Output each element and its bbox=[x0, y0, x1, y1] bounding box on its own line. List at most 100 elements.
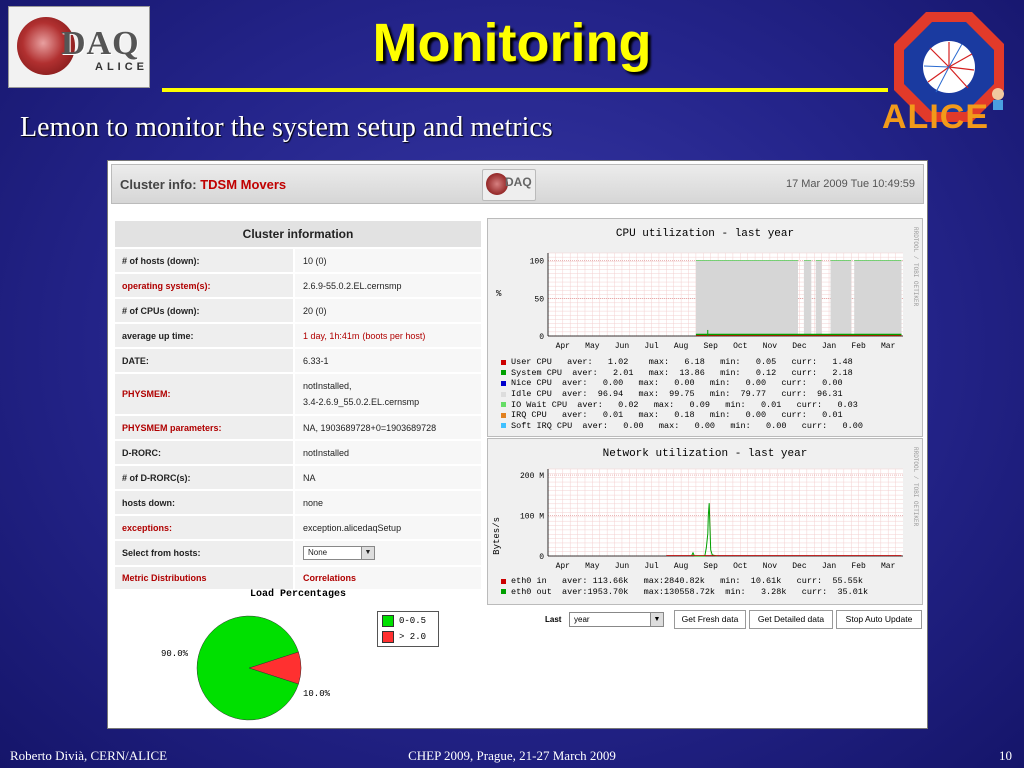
legend-item: System CPU aver: 2.01 max: 13.86 min: 0.… bbox=[501, 368, 863, 379]
x-tick-label: Jan bbox=[822, 562, 837, 571]
row-value: 6.33-1 bbox=[295, 349, 481, 372]
table-row: hosts down: none bbox=[115, 491, 481, 516]
mini-logo-ring bbox=[486, 173, 508, 195]
row-key-link[interactable]: operating system(s): bbox=[115, 274, 293, 297]
legend-item: > 2.0 bbox=[382, 630, 434, 644]
cpu-legend: User CPU aver: 1.02 max: 6.18 min: 0.05 … bbox=[501, 357, 863, 431]
metric-distributions-link[interactable]: Metric Distributions bbox=[115, 567, 293, 589]
x-tick-label: Sep bbox=[704, 562, 719, 571]
x-tick-label: Nov bbox=[763, 562, 778, 571]
alice-logo-text: ALICE bbox=[882, 98, 989, 136]
get-detailed-data-button[interactable]: Get Detailed data bbox=[749, 610, 833, 629]
legend-swatch bbox=[501, 359, 506, 365]
table-row: # of CPUs (down): 20 (0) bbox=[115, 299, 481, 324]
legend-text: User CPU aver: 1.02 max: 6.18 min: 0.05 … bbox=[511, 357, 853, 368]
legend-text: eth0 in aver: 113.66k max:2840.82k min: … bbox=[511, 576, 863, 587]
row-key: # of D-RORC(s): bbox=[115, 466, 293, 489]
row-key: average up time: bbox=[115, 324, 293, 347]
legend-item: User CPU aver: 1.02 max: 6.18 min: 0.05 … bbox=[501, 357, 863, 368]
stop-auto-update-button[interactable]: Stop Auto Update bbox=[836, 610, 922, 629]
x-tick-label: Jul bbox=[644, 342, 659, 351]
row-key-link[interactable]: PHYSMEM parameters: bbox=[115, 416, 293, 439]
boots-per-host-link[interactable]: (boots per host) bbox=[362, 330, 426, 341]
daq-logo-text: DAQ bbox=[61, 25, 140, 62]
row-value: exception.alicedaqSetup bbox=[295, 516, 481, 539]
table-row: operating system(s): 2.6.9-55.0.2.EL.cer… bbox=[115, 274, 481, 299]
x-tick-label: Sep bbox=[704, 342, 719, 351]
legend-swatch bbox=[501, 380, 506, 386]
idle-cpu-area bbox=[854, 260, 902, 336]
legend-swatch-red bbox=[382, 631, 394, 643]
legend-swatch bbox=[501, 402, 506, 408]
uptime-link[interactable]: 1 day, 1h:41m bbox=[303, 330, 360, 341]
x-tick-label: May bbox=[585, 562, 600, 571]
cpu-y-unit: % bbox=[496, 289, 502, 299]
pie-label-large: 90.0% bbox=[161, 649, 189, 659]
daq-alice-logo: DAQ ALICE bbox=[8, 6, 150, 88]
legend-item: Idle CPU aver: 96.94 max: 99.75 min: 79.… bbox=[501, 389, 863, 400]
user-cpu-area bbox=[695, 335, 902, 336]
legend-swatch bbox=[501, 412, 506, 418]
last-label: Last bbox=[545, 615, 562, 624]
legend-text: IO Wait CPU aver: 0.02 max: 0.09 min: 0.… bbox=[511, 399, 858, 410]
physmem-line-1: notInstalled, bbox=[303, 381, 352, 391]
table-row: average up time: 1 day, 1h:41m (boots pe… bbox=[115, 324, 481, 349]
cluster-header-label: Cluster info: TDSM Movers bbox=[120, 177, 286, 192]
daq-ring-graphic bbox=[17, 17, 75, 75]
row-key-link[interactable]: PHYSMEM: bbox=[115, 374, 293, 414]
time-range-select[interactable]: year ▼ bbox=[569, 612, 664, 627]
get-fresh-data-button[interactable]: Get Fresh data bbox=[674, 610, 746, 629]
table-row: # of hosts (down): 10 (0) bbox=[115, 249, 481, 274]
row-value: None ▼ bbox=[295, 541, 481, 565]
daq-logo-subtext: ALICE bbox=[95, 61, 148, 73]
x-tick-label: Apr bbox=[556, 562, 571, 571]
x-tick-label: Mar bbox=[881, 562, 896, 571]
row-key: D-RORC: bbox=[115, 441, 293, 464]
network-utilization-graph: Network utilization - last year RRDTOOL … bbox=[487, 438, 923, 605]
legend-text: IRQ CPU aver: 0.01 max: 0.18 min: 0.00 c… bbox=[511, 410, 843, 421]
table-row: exceptions: exception.alicedaqSetup bbox=[115, 516, 481, 541]
time-range-value: year bbox=[574, 615, 590, 624]
rrdtool-credit: RRDTOOL / TOBI OETIKER bbox=[912, 447, 919, 527]
row-key: # of CPUs (down): bbox=[115, 299, 293, 322]
dropdown-arrow-icon: ▼ bbox=[650, 613, 663, 626]
legend-label: > 2.0 bbox=[399, 632, 427, 642]
legend-text: System CPU aver: 2.01 max: 13.86 min: 0.… bbox=[511, 367, 853, 378]
header-timestamp: 17 Mar 2009 Tue 10:49:59 bbox=[785, 178, 915, 190]
y-tick-label: 0 bbox=[539, 333, 544, 342]
x-tick-label: Oct bbox=[733, 342, 747, 351]
x-tick-label: May bbox=[585, 342, 600, 351]
physmem-line-2: 3.4-2.6.9_55.0.2.EL.cernsmp bbox=[303, 397, 420, 407]
host-select-dropdown[interactable]: None ▼ bbox=[303, 546, 375, 560]
legend-text: Idle CPU aver: 96.94 max: 99.75 min: 79.… bbox=[511, 389, 843, 400]
x-tick-label: Dec bbox=[792, 562, 807, 571]
row-value: notInstalled, 3.4-2.6.9_55.0.2.EL.cernsm… bbox=[295, 374, 481, 414]
row-key: # of hosts (down): bbox=[115, 249, 293, 272]
legend-swatch bbox=[501, 589, 506, 595]
footer-conference: CHEP 2009, Prague, 21-27 March 2009 bbox=[408, 748, 616, 763]
x-tick-label: Mar bbox=[881, 342, 896, 351]
rrdtool-credit: RRDTOOL / TOBI OETIKER bbox=[912, 227, 919, 307]
idle-cpu-area bbox=[830, 260, 852, 336]
net-graph-title: Network utilization - last year bbox=[602, 448, 808, 460]
title-underline bbox=[162, 88, 888, 92]
pie-label-small: 10.0% bbox=[303, 689, 331, 699]
row-value: 20 (0) bbox=[295, 299, 481, 322]
correlations-link[interactable]: Correlations bbox=[295, 567, 481, 589]
pie-title: Load Percentages bbox=[249, 589, 346, 600]
row-value: notInstalled bbox=[295, 441, 481, 464]
x-tick-label: Feb bbox=[851, 342, 866, 351]
slide-subtitle: Lemon to monitor the system setup and me… bbox=[20, 112, 553, 143]
x-tick-label: Feb bbox=[851, 562, 866, 571]
legend-swatch bbox=[501, 578, 506, 584]
row-key: hosts down: bbox=[115, 491, 293, 514]
lemon-screenshot: Cluster info: TDSM Movers DAQ 17 Mar 200… bbox=[107, 160, 928, 729]
cpu-plot: 100 50 0 Apr May Jun Jul Aug Sep Oct Nov Dec Jan Feb M… bbox=[530, 252, 903, 351]
cpu-graph-title: CPU utilization - last year bbox=[615, 228, 795, 240]
table-row: Select from hosts: None ▼ bbox=[115, 541, 481, 567]
legend-label: 0-0.5 bbox=[399, 616, 427, 626]
cluster-name: TDSM Movers bbox=[200, 177, 287, 192]
x-tick-label: Aug bbox=[674, 562, 689, 571]
cluster-header-bar: Cluster info: TDSM Movers DAQ 17 Mar 200… bbox=[111, 164, 924, 204]
row-key-link[interactable]: exceptions: bbox=[115, 516, 293, 539]
